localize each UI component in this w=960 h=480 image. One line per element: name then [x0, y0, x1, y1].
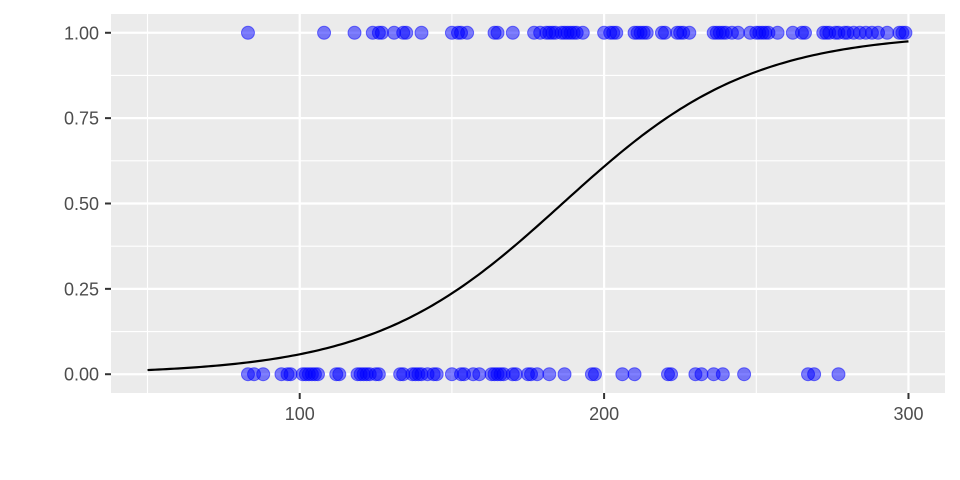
y-tick-label: 1.00 — [64, 23, 99, 43]
data-point — [627, 367, 642, 382]
data-point — [615, 367, 630, 382]
data-point — [557, 367, 572, 382]
data-point — [347, 25, 362, 40]
x-tick-label: 300 — [893, 404, 923, 424]
data-point — [530, 367, 545, 382]
x-tick-label: 100 — [285, 404, 315, 424]
data-point — [317, 25, 332, 40]
data-point — [694, 367, 709, 382]
data-point — [310, 367, 325, 382]
data-point — [898, 25, 913, 40]
data-point — [609, 25, 624, 40]
data-point — [715, 367, 730, 382]
data-point — [880, 25, 895, 40]
data-point — [587, 367, 602, 382]
data-point — [770, 25, 785, 40]
logistic-fit-curve — [147, 40, 909, 372]
data-point — [490, 25, 505, 40]
data-point — [682, 25, 697, 40]
data-point — [240, 25, 255, 40]
data-point — [472, 367, 487, 382]
data-point — [332, 367, 347, 382]
data-point — [414, 25, 429, 40]
data-point — [399, 25, 414, 40]
data-point — [797, 25, 812, 40]
data-point — [657, 25, 672, 40]
y-tick-label: 0.00 — [64, 365, 99, 385]
data-point — [737, 367, 752, 382]
data-point — [460, 25, 475, 40]
data-point — [508, 367, 523, 382]
points-outcome-zero — [240, 367, 846, 382]
data-point — [639, 25, 654, 40]
data-point — [542, 367, 557, 382]
data-point — [256, 367, 271, 382]
data-point — [831, 367, 846, 382]
x-tick-label: 200 — [589, 404, 619, 424]
data-point — [664, 367, 679, 382]
data-point — [575, 25, 590, 40]
data-point — [374, 25, 389, 40]
y-tick-label: 0.50 — [64, 194, 99, 214]
x-axis: 100 200 300 — [285, 393, 923, 424]
data-point — [371, 367, 386, 382]
points-outcome-one — [240, 25, 913, 40]
data-point — [807, 367, 822, 382]
y-tick-label: 0.25 — [64, 279, 99, 299]
y-axis: 0.00 0.25 0.50 0.75 1.00 — [64, 23, 111, 385]
data-point — [731, 25, 746, 40]
y-tick-label: 0.75 — [64, 109, 99, 129]
data-point — [429, 367, 444, 382]
data-point — [505, 25, 520, 40]
data-point — [283, 367, 298, 382]
